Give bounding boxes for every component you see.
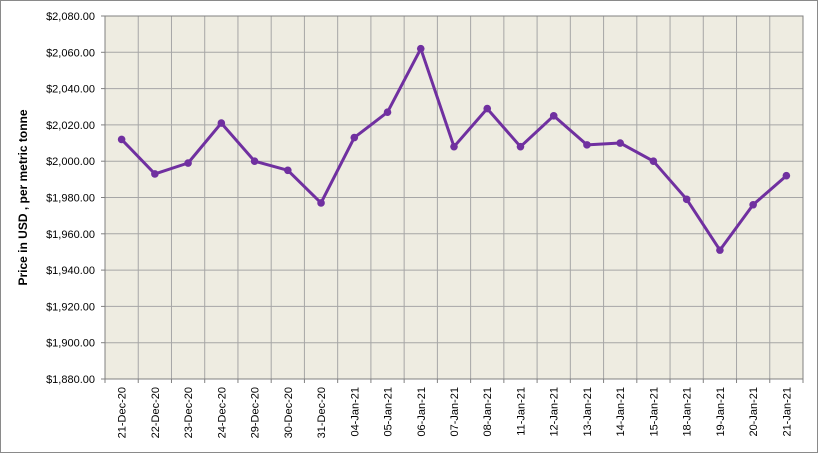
y-axis-title: Price in USD , per metric tonne [16,109,30,285]
x-tick-label: 08-Jan-21 [482,387,494,437]
x-tick-label: 19-Jan-21 [715,387,727,437]
y-tick-label: $2,060.00 [46,47,95,59]
x-tick-label: 21-Jan-21 [781,387,793,437]
data-point [350,133,359,142]
data-point [649,157,658,165]
plot-border [104,15,804,380]
data-point [450,142,458,151]
data-point [217,119,226,127]
y-tick-label: $2,020.00 [46,120,95,132]
series-markers [117,44,791,254]
x-tick-label: 05-Jan-21 [383,387,395,437]
data-point [549,112,558,120]
y-tick-label: $1,960.00 [46,229,95,241]
data-point [782,171,791,180]
y-tick-label: $1,900.00 [46,338,95,350]
x-tick-label: 04-Jan-21 [349,387,361,437]
x-tick-label: 22-Dec-20 [150,387,162,438]
x-tick-label: 11-Jan-21 [515,387,527,436]
y-axis-tick-labels: $1,880.00 $1,900.00 $1,920.00 $1,940.00 $1,9… [46,11,95,386]
data-point [383,108,392,116]
data-point [583,141,591,149]
data-point [616,139,624,147]
x-tick-label: 14-Jan-21 [615,387,627,437]
x-tick-label: 15-Jan-21 [648,387,660,437]
data-point [117,135,126,144]
x-tick-label: 24-Dec-20 [216,387,228,438]
y-tick-label: $1,920.00 [46,301,95,313]
x-tick-label: 31-Dec-20 [316,387,328,438]
data-point [516,142,525,151]
x-axis-tick-marks [104,379,804,383]
x-tick-label: 06-Jan-21 [416,387,428,437]
x-tick-label: 21-Dec-20 [117,387,129,438]
y-tick-label: $1,940.00 [46,265,95,277]
y-tick-label: $2,080.00 [46,11,95,23]
x-tick-label: 13-Jan-21 [582,387,594,437]
y-tick-label: $1,980.00 [46,193,95,205]
data-point [317,199,325,207]
x-tick-label: 18-Jan-21 [682,387,694,437]
x-tick-label: 23-Dec-20 [183,387,195,438]
data-point [483,104,492,113]
y-tick-label: $2,040.00 [46,84,95,96]
x-tick-label: 12-Jan-21 [549,387,561,437]
data-point [416,44,425,53]
data-point [184,159,192,167]
vertical-gridlines [137,16,771,379]
x-tick-label: 20-Jan-21 [748,387,760,437]
data-point [250,157,259,165]
data-point [682,195,691,204]
x-tick-label: 30-Dec-20 [283,387,295,438]
data-point [749,200,757,209]
data-point [284,166,292,175]
data-point [716,246,724,254]
x-axis-tick-labels: 21-Dec-20 22-Dec-20 23-Dec-20 24-Dec-20 29-D… [117,387,794,438]
x-tick-label: 07-Jan-21 [449,387,461,437]
x-tick-label: 29-Dec-20 [250,387,262,438]
data-point [151,170,159,178]
y-tick-label: $2,000.00 [46,156,95,168]
y-tick-label: $1,880.00 [46,374,95,386]
